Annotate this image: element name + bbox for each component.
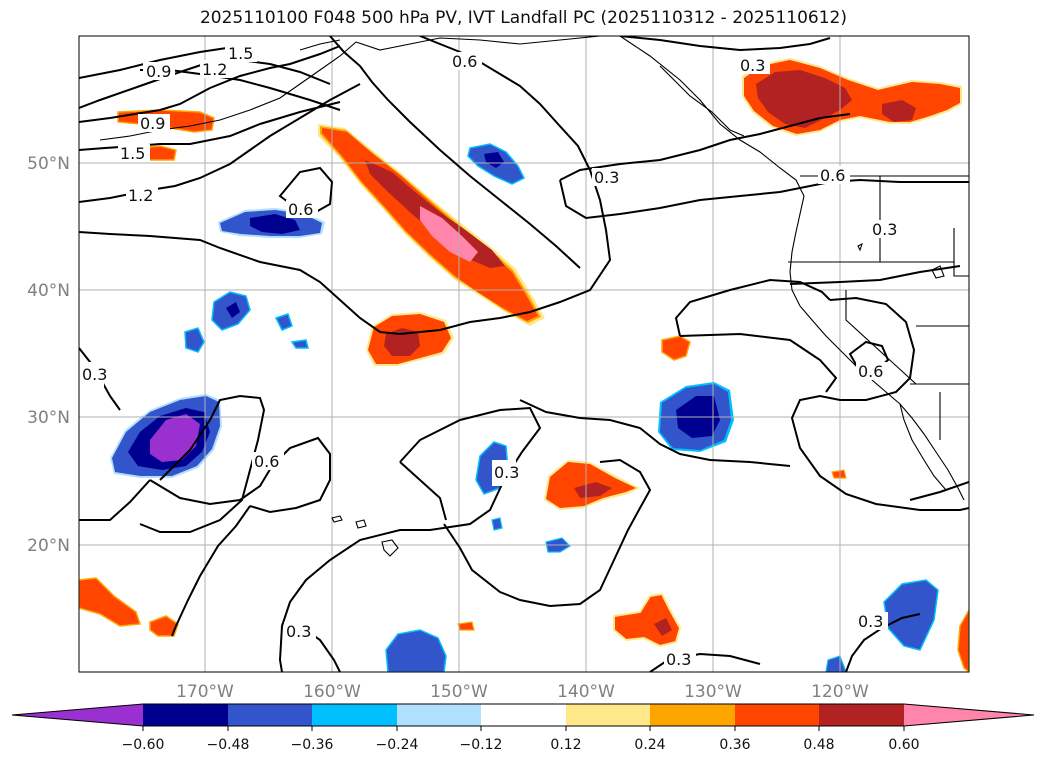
- anomaly-blob-dot-5: [457, 621, 475, 631]
- anomaly-blob-ridge: [318, 124, 545, 326]
- contour-label: 0.3: [666, 650, 691, 669]
- contour-label: 0.6: [452, 52, 477, 71]
- colorbar-tick-label: 0.36: [719, 737, 750, 753]
- lon-label: 120°W: [811, 682, 869, 702]
- colorbar-segment: [481, 704, 566, 726]
- contour-label: 0.3: [594, 168, 619, 187]
- colorbar-segment: [566, 704, 650, 726]
- anomaly-blob-southwest: [79, 577, 142, 627]
- contour-label: 0.3: [82, 365, 107, 384]
- lon-label: 160°W: [303, 682, 361, 702]
- map-content: 1.5 1.2 0.9 0.9 1.5 1.2 0.6 0.6 0.3 0.6 …: [79, 36, 969, 672]
- colorbar-tick-label: −0.12: [460, 737, 503, 753]
- contour-label: 1.2: [128, 186, 153, 205]
- latitude-labels: 50°N 40°N 30°N 20°N: [27, 154, 70, 556]
- contour-labels: 1.5 1.2 0.9 0.9 1.5 1.2 0.6 0.6 0.3 0.6 …: [80, 44, 902, 669]
- contour-label: 1.2: [202, 60, 227, 79]
- colorbar: −0.60 −0.48 −0.36 −0.24 −0.12 0.12 0.24 …: [11, 703, 1035, 753]
- colorbar-tick-label: −0.60: [122, 737, 165, 753]
- contour-label: 1.5: [120, 144, 145, 163]
- contour-label: 0.6: [820, 166, 845, 185]
- lon-label: 170°W: [176, 682, 234, 702]
- anomaly-blob-blue-small: [184, 291, 309, 353]
- colorbar-extend-low: [12, 704, 143, 726]
- anomaly-blob-purple: [110, 394, 222, 478]
- map-background: [79, 36, 969, 672]
- colorbar-tick-label: 0.12: [550, 737, 581, 753]
- colorbar-segment: [397, 704, 481, 726]
- contour-label: 0.6: [858, 362, 883, 381]
- gridlines: [79, 36, 969, 672]
- lon-label: 150°W: [430, 682, 488, 702]
- contour-label: 0.9: [140, 114, 165, 133]
- lat-label: 20°N: [27, 536, 70, 556]
- map-frame: [78, 35, 970, 673]
- anomaly-blob-dot: [491, 517, 503, 531]
- lat-label: 50°N: [27, 154, 70, 174]
- lon-label: 130°W: [684, 682, 742, 702]
- lat-label: 30°N: [27, 408, 70, 428]
- colorbar-segment: [650, 704, 735, 726]
- colorbar-tick-label: −0.48: [207, 737, 250, 753]
- anomaly-blob-dot-4: [149, 615, 179, 637]
- anomaly-blob-northeast: [742, 58, 962, 136]
- contour-label: 0.9: [146, 62, 171, 81]
- colorbar-tick-label: 0.60: [888, 737, 919, 753]
- contour-label: 0.3: [858, 612, 883, 631]
- contour-label: 0.3: [740, 56, 765, 75]
- contour-label: 0.3: [286, 622, 311, 641]
- longitude-labels: 170°W 160°W 150°W 140°W 130°W 120°W: [176, 682, 869, 702]
- anomaly-blob-orange-bottom: [613, 592, 682, 648]
- anomaly-blob-orange-south: [544, 460, 640, 510]
- contour-label: 0.3: [494, 463, 519, 482]
- colorbar-extend-high: [904, 704, 1034, 726]
- anomaly-blob-blue-north: [467, 143, 526, 185]
- colorbar-tick-label: 0.48: [803, 737, 834, 753]
- anomaly-blob-right-edge: [957, 608, 969, 672]
- contour-label: 1.5: [228, 44, 253, 63]
- pv-contours: [79, 36, 969, 672]
- lon-label: 140°W: [557, 682, 615, 702]
- colorbar-segment: [819, 704, 904, 726]
- lat-label: 40°N: [27, 281, 70, 301]
- colorbar-segment: [228, 704, 312, 726]
- map-title: 2025110100 F048 500 hPa PV, IVT Landfall…: [199, 8, 847, 28]
- contour-label: 0.3: [872, 220, 897, 239]
- colorbar-segment: [143, 704, 228, 726]
- colorbar-segment: [735, 704, 819, 726]
- colorbar-tick-label: 0.24: [634, 737, 665, 753]
- contour-label: 0.6: [254, 452, 279, 471]
- anomaly-blob-center-red: [366, 312, 454, 366]
- anomaly-blob-dot-3: [831, 469, 847, 479]
- colorbar-tick-label: −0.24: [376, 737, 419, 753]
- shaded-anomalies: [79, 58, 969, 672]
- colorbar-segment: [312, 704, 397, 726]
- colorbar-tick-label: −0.36: [291, 737, 334, 753]
- contour-label: 0.6: [288, 200, 313, 219]
- anomaly-blob-blue-bottom: [385, 629, 447, 672]
